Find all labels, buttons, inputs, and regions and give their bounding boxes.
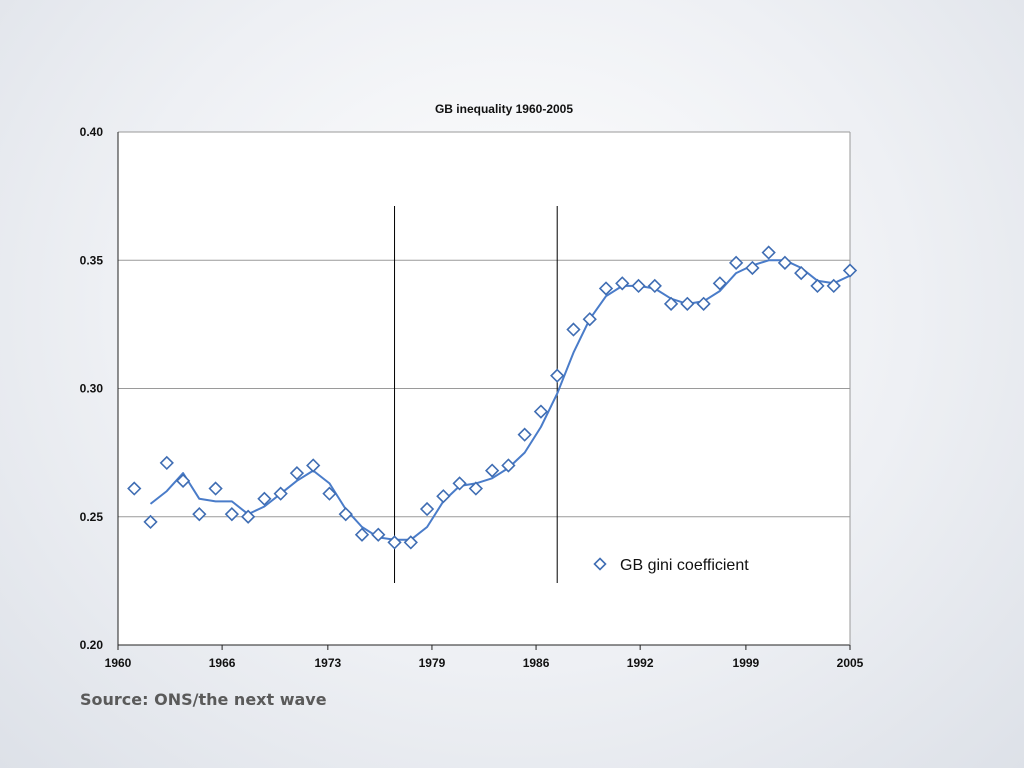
data-point — [647, 278, 662, 294]
data-point — [419, 501, 435, 517]
y-tick-label: 0.25 — [80, 510, 104, 524]
data-point — [615, 276, 630, 291]
data-point — [712, 276, 727, 291]
legend-marker — [593, 557, 607, 571]
data-point — [842, 263, 858, 278]
data-point — [826, 278, 841, 294]
data-point — [696, 296, 711, 311]
legend-label: GB gini coefficient — [620, 557, 749, 574]
x-tick-label: 1999 — [733, 656, 760, 670]
data-point — [159, 455, 174, 471]
data-point — [208, 481, 223, 496]
data-point — [761, 245, 776, 260]
y-tick-label: 0.20 — [80, 638, 104, 652]
data-point — [322, 486, 337, 501]
x-tick-label: 1986 — [523, 656, 550, 670]
x-tick-label: 1966 — [209, 656, 236, 670]
data-point — [680, 296, 695, 311]
data-point — [631, 278, 646, 294]
x-tick-label: 2005 — [837, 656, 864, 670]
data-point — [289, 466, 305, 481]
data-point — [550, 368, 565, 383]
data-point — [598, 281, 614, 296]
data-point — [143, 514, 158, 530]
source-note: Source: ONS/the next wave — [80, 690, 327, 709]
x-tick-label: 1973 — [314, 656, 341, 670]
data-point — [387, 535, 402, 550]
data-point — [273, 486, 288, 501]
x-tick-label: 1960 — [105, 656, 132, 670]
data-point — [192, 507, 207, 522]
x-tick-label: 1992 — [627, 656, 654, 670]
data-point — [436, 489, 451, 504]
data-point — [533, 404, 549, 419]
data-point — [582, 312, 597, 327]
data-point — [257, 491, 272, 506]
data-point — [566, 322, 581, 337]
data-point — [371, 527, 386, 542]
data-point — [501, 458, 516, 473]
data-point — [127, 481, 142, 496]
data-point — [306, 458, 321, 473]
data-point — [468, 481, 483, 496]
y-tick-label: 0.30 — [80, 382, 104, 396]
x-tick-label: 1979 — [419, 656, 446, 670]
data-point — [403, 535, 418, 550]
data-point — [224, 507, 239, 522]
data-point — [338, 507, 353, 522]
trend-line — [149, 259, 851, 541]
data-point — [794, 265, 809, 281]
data-point — [663, 296, 679, 311]
data-point — [241, 509, 256, 524]
data-point — [810, 278, 825, 294]
data-point — [745, 260, 760, 276]
data-point — [485, 463, 500, 478]
data-point — [452, 476, 467, 491]
data-point — [175, 473, 191, 488]
data-point — [517, 427, 532, 442]
data-point — [354, 527, 370, 542]
y-tick-label: 0.35 — [80, 253, 104, 267]
y-tick-label: 0.40 — [80, 125, 104, 139]
data-point — [777, 255, 793, 270]
chart-title: GB inequality 1960-2005 — [435, 102, 573, 116]
data-point — [729, 255, 744, 270]
